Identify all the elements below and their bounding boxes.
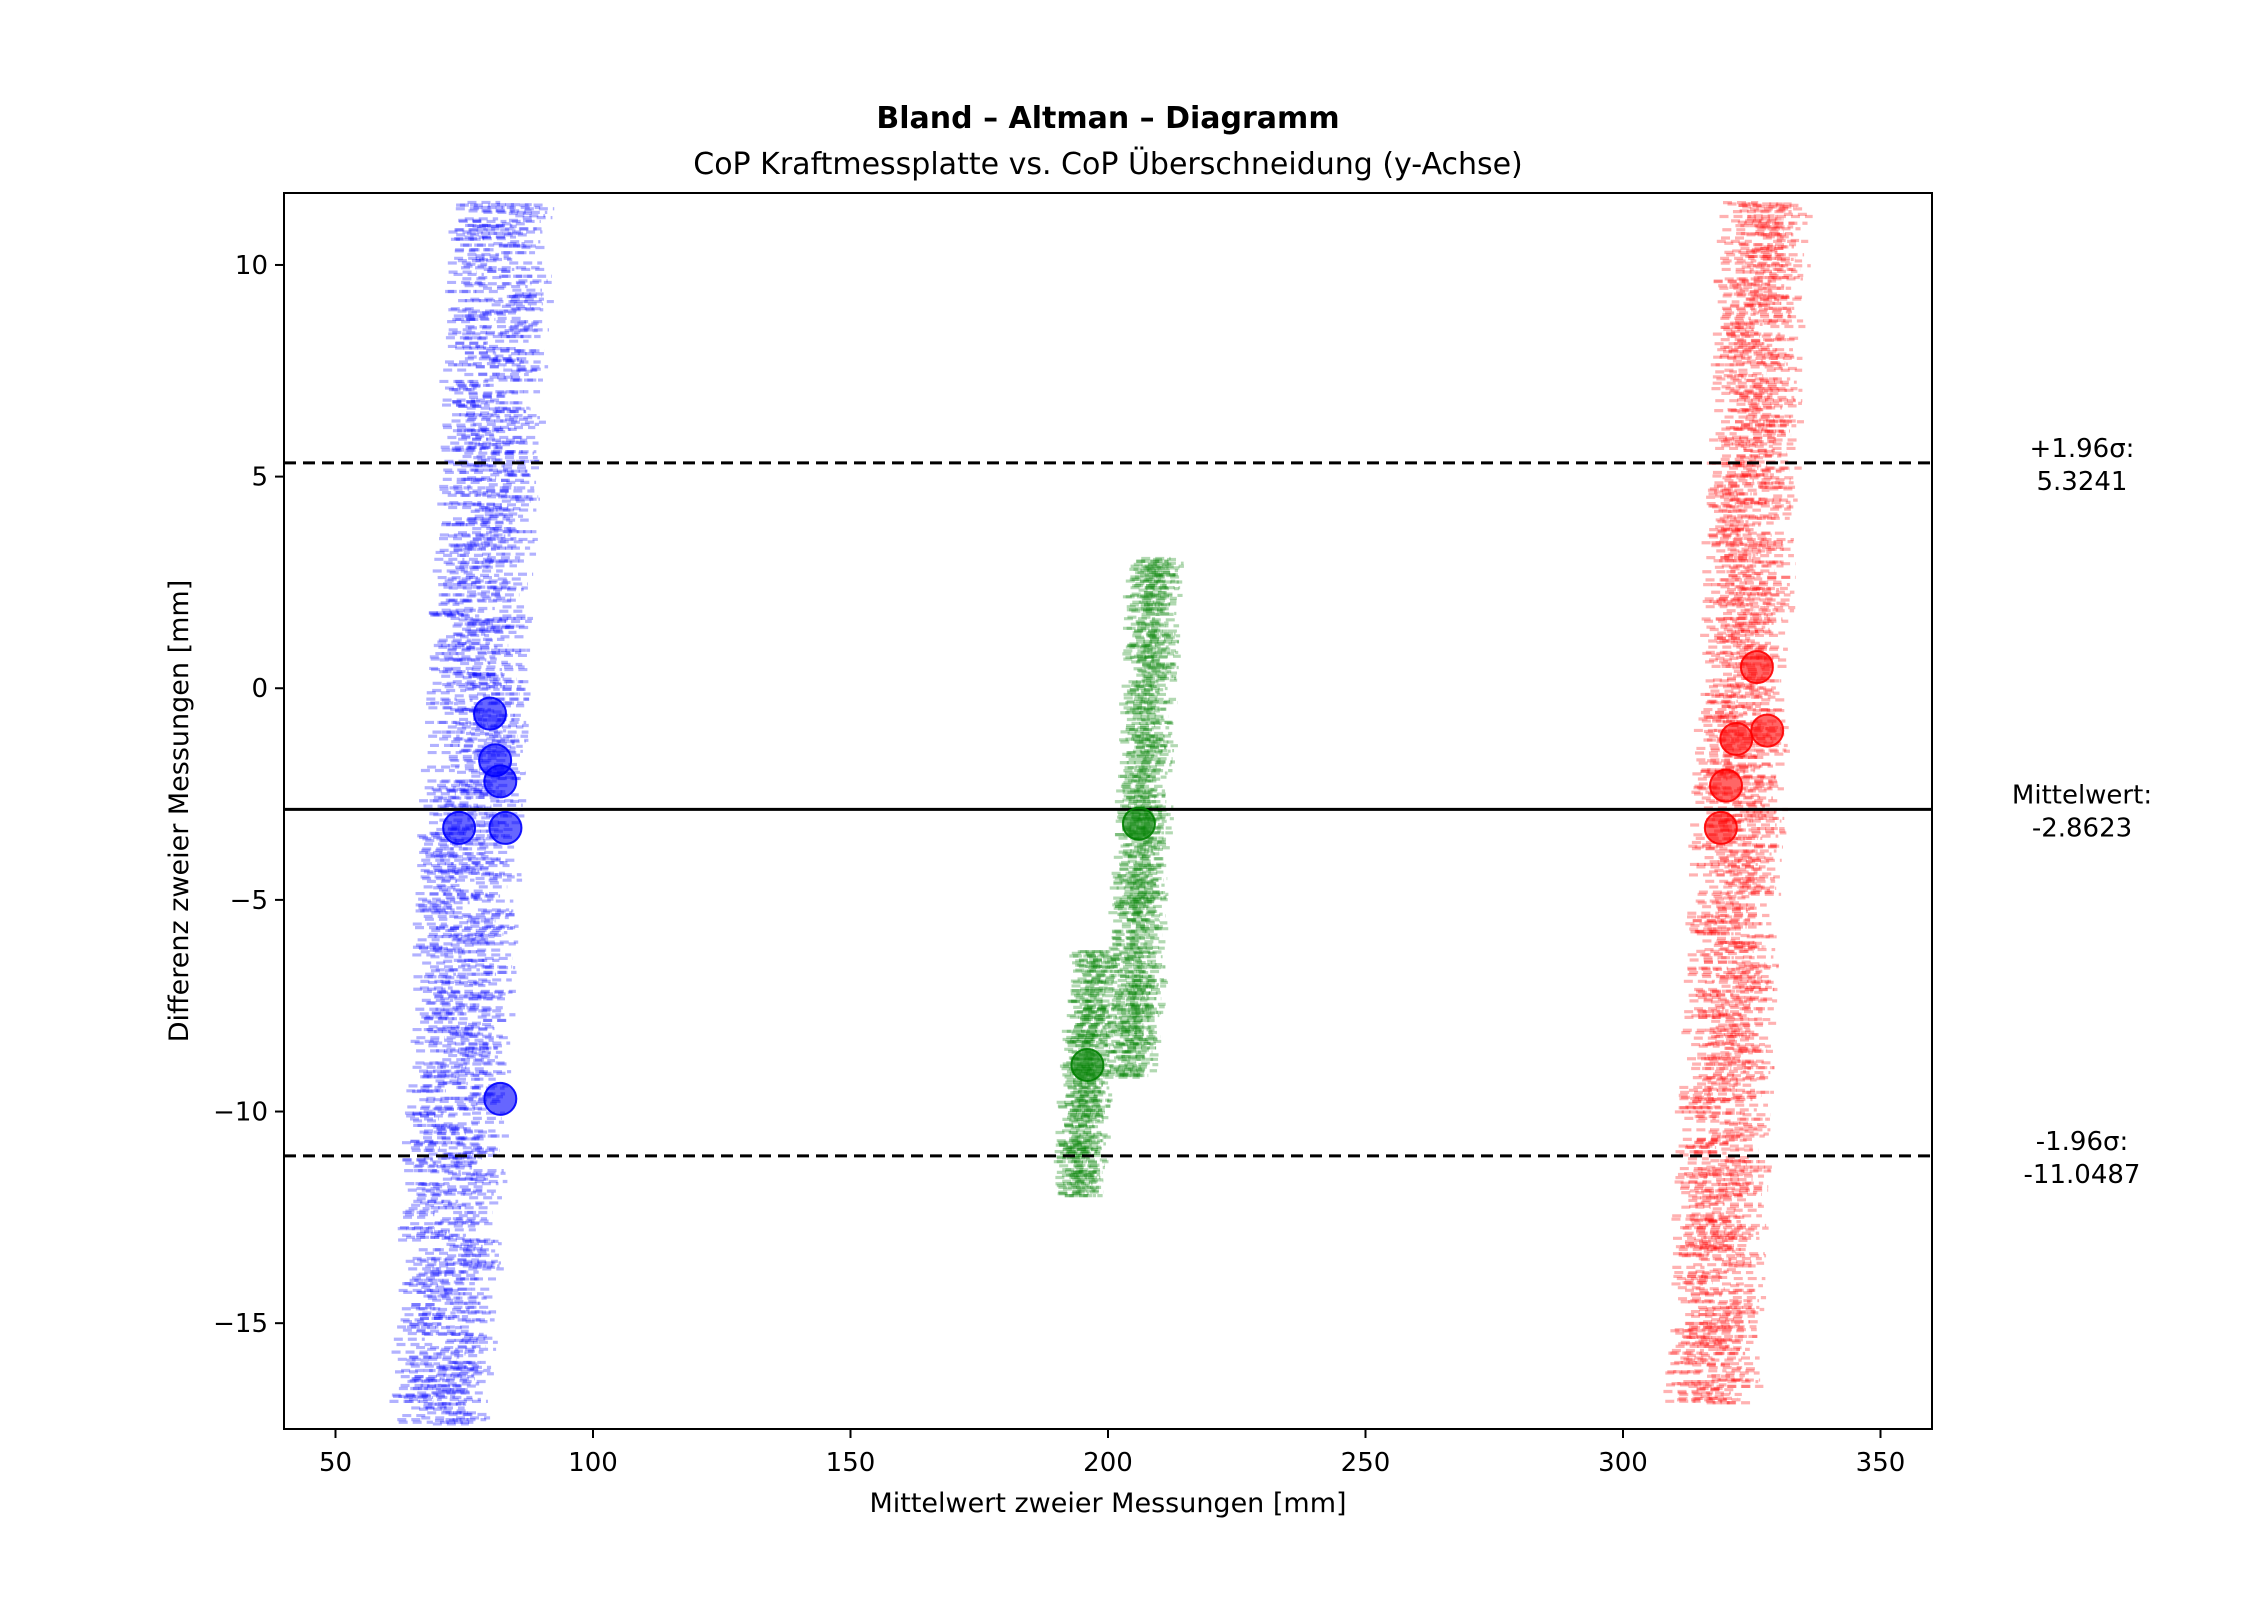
data-point xyxy=(1121,806,1156,841)
y-tick-label: 5 xyxy=(251,463,268,493)
mean-value: -2.8623 xyxy=(2032,813,2132,843)
chart-title: Bland – Altman – Diagramm xyxy=(876,101,1339,136)
data-point xyxy=(488,810,523,845)
y-axis-label: Differenz zweier Messungen [mm] xyxy=(164,580,195,1043)
data-point xyxy=(1750,713,1785,748)
data-point xyxy=(473,696,507,731)
x-tick-label: 350 xyxy=(1856,1448,1906,1478)
upper-label: +1.96σ: xyxy=(2030,434,2135,464)
y-tick-label: 0 xyxy=(251,674,268,704)
chart-subtitle: CoP Kraftmessplatte vs. CoP Überschneidu… xyxy=(693,146,1523,182)
x-tick-label: 250 xyxy=(1341,1448,1391,1478)
x-tick-label: 200 xyxy=(1083,1448,1133,1478)
data-point xyxy=(483,1081,518,1116)
y-tick-label: −5 xyxy=(230,886,268,916)
lower-label: -1.96σ: xyxy=(2036,1127,2129,1157)
data-point xyxy=(1703,810,1738,845)
data-point xyxy=(483,764,518,799)
data-point xyxy=(1070,1047,1105,1082)
x-tick-label: 100 xyxy=(568,1448,618,1478)
y-axis: −15 −10 −5 0 5 10 xyxy=(213,251,284,1339)
upper-value: 5.3241 xyxy=(2037,467,2128,497)
data-point xyxy=(1719,722,1754,757)
y-tick-label: −15 xyxy=(213,1309,268,1339)
x-axis-label: Mittelwert zweier Messungen [mm] xyxy=(869,1488,1346,1519)
x-axis: 50 100 150 200 250 300 350 xyxy=(319,1429,1905,1478)
x-tick-label: 300 xyxy=(1598,1448,1648,1478)
reference-lines xyxy=(284,461,1932,1158)
y-tick-label: 10 xyxy=(235,251,268,281)
data-point xyxy=(1739,650,1774,685)
mean-label: Mittelwert: xyxy=(2012,780,2152,810)
y-tick-label: −10 xyxy=(213,1098,268,1128)
x-tick-label: 150 xyxy=(826,1448,876,1478)
reference-annotations: +1.96σ:5.3241 Mittelwert:-2.8623 -1.96σ:-1… xyxy=(2012,434,2152,1190)
data-point xyxy=(442,810,477,845)
data-point xyxy=(1709,768,1743,803)
lower-value: -11.0487 xyxy=(2024,1160,2141,1190)
data-points xyxy=(442,650,1785,1116)
data-streaks xyxy=(389,200,1813,1426)
x-tick-label: 50 xyxy=(319,1448,352,1478)
